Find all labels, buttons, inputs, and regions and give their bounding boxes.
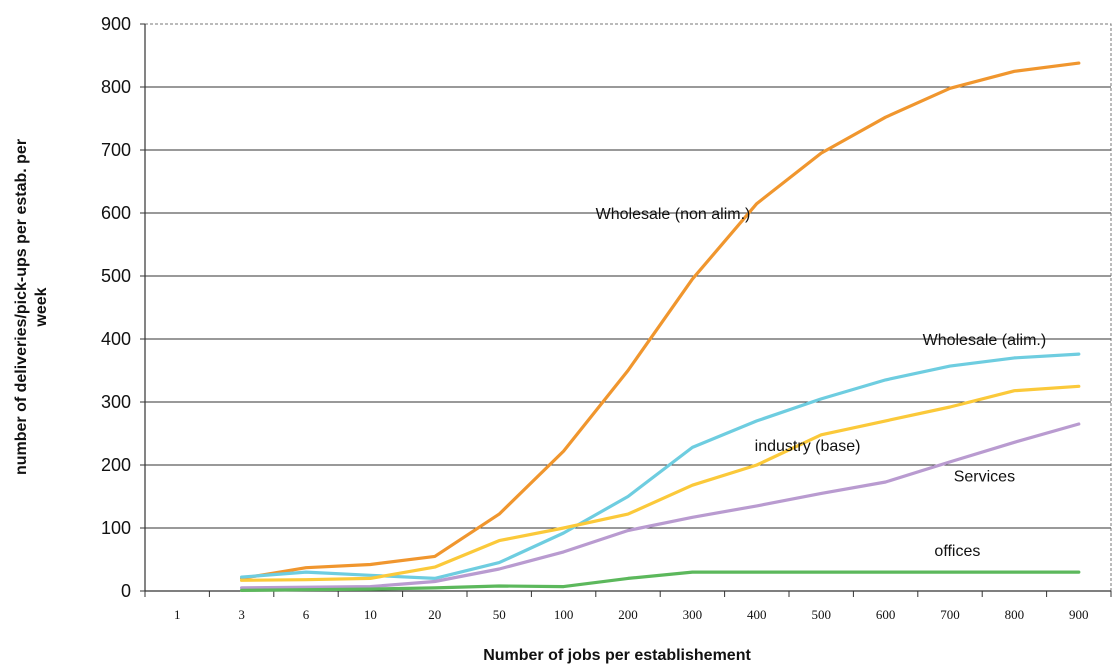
- x-tick-label: 100: [554, 607, 574, 622]
- x-tick-label: 900: [1069, 607, 1089, 622]
- y-tick-label: 300: [101, 392, 131, 412]
- series-label-2: Wholesale (alim.): [923, 332, 1047, 349]
- x-tick-label: 300: [683, 607, 703, 622]
- series-label-4: Services: [954, 469, 1015, 486]
- series-labels: Wholesale (non alim.) Wholesale (alim.) in…: [596, 206, 1047, 560]
- y-tick-label: 400: [101, 329, 131, 349]
- x-tick-label: 400: [747, 607, 767, 622]
- series-label-5: offices: [934, 543, 980, 560]
- y-tick-label: 700: [101, 140, 131, 160]
- plot-area-border: [144, 23, 1112, 592]
- x-tick-label: 50: [493, 607, 506, 622]
- x-tick-label: 500: [811, 607, 831, 622]
- series-lines: [240, 61, 1081, 592]
- x-tick-label: 3: [238, 607, 245, 622]
- y-tick-label: 200: [101, 455, 131, 475]
- y-tick-label: 100: [101, 518, 131, 538]
- series-line-4: [240, 422, 1081, 590]
- gridlines: [145, 86, 1111, 529]
- x-tick-label: 6: [303, 607, 310, 622]
- y-tick-label: 900: [101, 14, 131, 34]
- x-tick-label: 1: [174, 607, 181, 622]
- x-tick-label: 700: [940, 607, 960, 622]
- x-tick-label: 10: [364, 607, 377, 622]
- series-line-1: [240, 61, 1081, 580]
- y-tick-label: 800: [101, 77, 131, 97]
- x-tick-label: 800: [1005, 607, 1025, 622]
- series-label-3: industry (base): [755, 438, 861, 455]
- series-label-1: Wholesale (non alim.): [596, 206, 751, 223]
- series-line-5: [240, 570, 1081, 592]
- x-axis-title: Number of jobs per establishement: [483, 647, 751, 664]
- y-axis-title-line-1-text: number of deliveries/pick-ups per estab.…: [13, 139, 30, 475]
- x-tick-labels: 1 3 6 10 20 50 100 200 300 400 500 600 700 800 900: [144, 591, 1112, 622]
- y-tick-labels: 0 100 200 300 400 500 600 700 800 900: [101, 14, 145, 601]
- y-tick-label: 600: [101, 203, 131, 223]
- x-tick-label: 600: [876, 607, 896, 622]
- y-axis-title-line-2-text: week: [33, 287, 50, 327]
- x-tick-label: 20: [428, 607, 441, 622]
- x-tick-label: 200: [618, 607, 638, 622]
- y-tick-label: 0: [121, 581, 131, 601]
- series-line-3: [240, 384, 1081, 582]
- y-tick-label: 500: [101, 266, 131, 286]
